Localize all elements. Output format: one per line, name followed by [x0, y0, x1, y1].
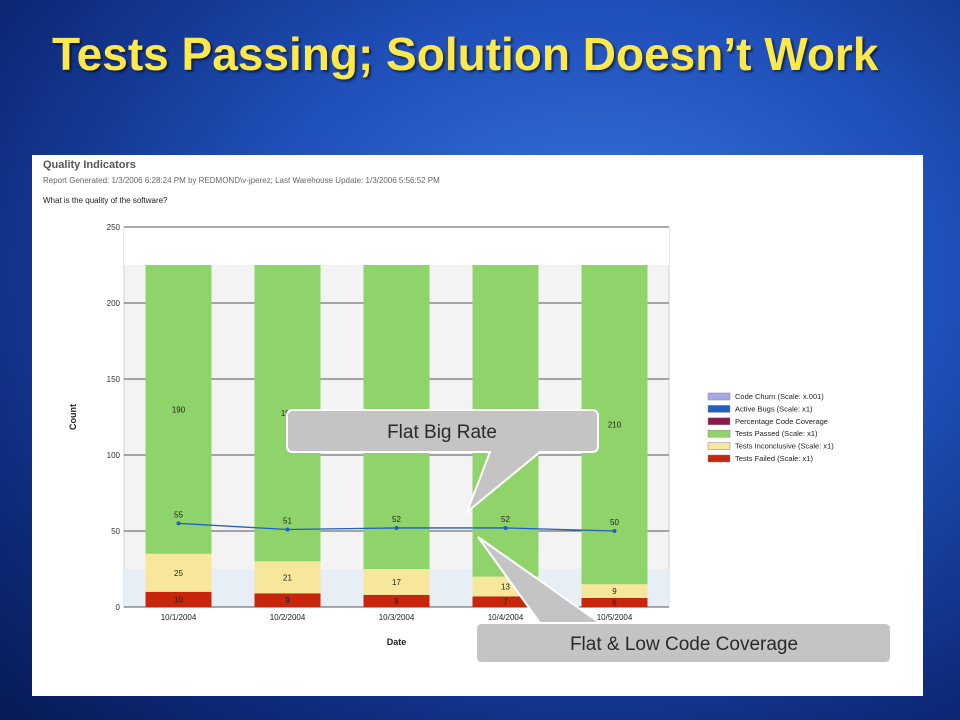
bar-value-label: 205 [499, 417, 513, 426]
bar-segment [145, 591, 212, 607]
bar-value-label: 200 [390, 413, 404, 422]
x-tick-label: 10/2/2004 [270, 613, 306, 622]
y-axis-title: Count [68, 404, 78, 430]
legend-entry: Code Churn (Scale: x.001) [735, 392, 824, 401]
legend-swatch [707, 442, 731, 450]
slide-title: Tests Passing; Solution Doesn’t Work [52, 28, 879, 80]
legend-swatch [707, 429, 731, 438]
y-tick-label: 0 [116, 603, 121, 612]
x-tick-label: 10/4/2004 [488, 613, 524, 622]
bar-value-label: 9 [285, 596, 290, 605]
bar-value-label: 190 [172, 405, 186, 414]
y-tick-label: 50 [111, 527, 120, 536]
bar-value-label: 195 [281, 409, 295, 418]
legend-entry: Tests Failed (Scale: x1) [735, 454, 813, 463]
line-value-label: 50 [610, 518, 619, 527]
bar-value-label: 21 [283, 573, 292, 582]
legend-swatch [707, 417, 731, 426]
bar-segment [145, 553, 212, 592]
bar-value-label: 6 [612, 598, 617, 607]
bar-value-label: 7 [503, 598, 508, 607]
bar-value-label: 25 [174, 569, 183, 578]
bar-value-label: 9 [612, 587, 617, 596]
bar-value-label: 13 [501, 582, 510, 591]
line-value-label: 52 [501, 515, 510, 524]
line-point [503, 525, 508, 530]
legend-swatch [707, 405, 731, 413]
bar-segment [363, 594, 430, 607]
bar-value-label: 17 [392, 578, 401, 587]
report-title: Quality Indicators [43, 159, 136, 171]
report-question: What is the quality of the software? [43, 196, 168, 205]
bar-segment [254, 561, 321, 594]
bar-value-label: 8 [394, 597, 399, 606]
bar-segment [145, 265, 212, 554]
report-meta: Report Generated: 1/3/2006 6:28:24 PM by… [43, 176, 440, 185]
bar-segment [363, 569, 430, 595]
bar-segment [254, 593, 321, 607]
y-tick-label: 250 [107, 223, 121, 232]
y-tick-label: 100 [107, 451, 121, 460]
x-tick-label: 10/3/2004 [379, 613, 415, 622]
line-point [285, 527, 290, 532]
report-panel: Quality Indicators Report Generated: 1/3… [32, 155, 923, 696]
legend-entry: Tests Inconclusive (Scale: x1) [735, 442, 834, 451]
x-tick-label: 10/1/2004 [161, 613, 197, 622]
plot-band-top [124, 227, 669, 265]
legend-entry: Percentage Code Coverage [735, 417, 828, 426]
legend-swatch [707, 454, 731, 463]
bar-value-label: 210 [608, 421, 622, 430]
quality-chart: 0 50 100 150 200 250 Count Date 10 25 190 10/1/2004… [68, 223, 834, 647]
line-value-label: 52 [392, 515, 401, 524]
legend-entry: Active Bugs (Scale: x1) [735, 404, 813, 413]
legend-swatch [707, 392, 731, 401]
bar-value-label: 10 [174, 595, 183, 604]
line-value-label: 51 [283, 516, 292, 525]
x-axis-title: Date [387, 637, 407, 647]
line-point [612, 529, 617, 533]
y-tick-label: 150 [107, 375, 121, 384]
legend-entry: Tests Passed (Scale: x1) [735, 429, 818, 438]
line-point [394, 525, 399, 530]
line-point [176, 521, 181, 526]
line-value-label: 55 [174, 510, 183, 519]
y-tick-label: 200 [107, 299, 121, 308]
x-tick-label: 10/5/2004 [597, 613, 633, 622]
